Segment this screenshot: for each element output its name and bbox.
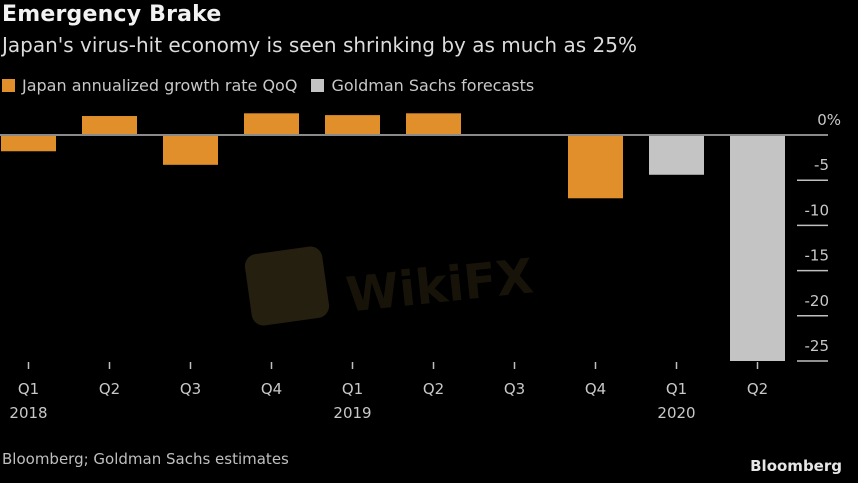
bar-q2-2018 bbox=[82, 116, 137, 135]
x-tick-label-quarter: Q4 bbox=[585, 380, 606, 398]
x-tick-label-year: 2020 bbox=[657, 404, 695, 422]
bar-q4-2018 bbox=[244, 113, 299, 135]
bar-q1-2020 bbox=[649, 135, 704, 175]
x-tick-label-quarter: Q3 bbox=[180, 380, 201, 398]
bars-group bbox=[1, 113, 785, 361]
x-tick-label-quarter: Q2 bbox=[99, 380, 120, 398]
legend-item-japan: Japan annualized growth rate QoQ bbox=[2, 76, 297, 95]
bar-q1-2019 bbox=[325, 115, 380, 135]
chart-subtitle: Japan's virus-hit economy is seen shrink… bbox=[2, 33, 637, 57]
chart-title: Emergency Brake bbox=[2, 2, 222, 27]
y-tick-label: -5 bbox=[814, 156, 829, 174]
legend-swatch-goldman bbox=[311, 79, 325, 92]
y-tick-label: -25 bbox=[805, 337, 830, 355]
x-tick-label-quarter: Q2 bbox=[747, 380, 768, 398]
x-tick-label-quarter: Q3 bbox=[504, 380, 525, 398]
legend-label-japan: Japan annualized growth rate QoQ bbox=[22, 76, 298, 95]
bar-q3-2018 bbox=[163, 135, 218, 165]
legend-swatch-japan bbox=[2, 79, 15, 92]
legend: Japan annualized growth rate QoQ Goldman… bbox=[2, 76, 548, 95]
source-note: Bloomberg; Goldman Sachs estimates bbox=[2, 450, 289, 468]
y-tick-label: 0% bbox=[817, 111, 841, 129]
bar-q1-2018 bbox=[1, 135, 56, 152]
x-tick-label-quarter: Q1 bbox=[18, 380, 39, 398]
x-tick-label-year: 2019 bbox=[333, 404, 371, 422]
bar-q4-2019 bbox=[568, 135, 623, 199]
y-tick-label: -10 bbox=[805, 201, 830, 219]
y-axis: 0% -5 -10 -15 -20 -25 bbox=[797, 111, 841, 362]
legend-label-goldman: Goldman Sachs forecasts bbox=[331, 76, 535, 95]
legend-item-goldman: Goldman Sachs forecasts bbox=[311, 76, 534, 95]
x-tick-label-quarter: Q2 bbox=[423, 380, 444, 398]
x-tick-label-quarter: Q1 bbox=[666, 380, 687, 398]
x-tick-label-quarter: Q4 bbox=[261, 380, 282, 398]
bloomberg-logo: Bloomberg bbox=[750, 457, 842, 475]
x-tick-label-quarter: Q1 bbox=[342, 380, 363, 398]
y-tick-label: -15 bbox=[805, 247, 830, 265]
x-axis: Q1 2018 Q2 Q3 Q4 Q1 2019 Q2 Q3 Q4 Q1 2020 Q2 bbox=[9, 362, 768, 422]
y-tick-label: -20 bbox=[805, 292, 830, 310]
x-tick-label-year: 2018 bbox=[9, 404, 47, 422]
bar-q2-2020 bbox=[730, 135, 785, 361]
bar-q2-2019 bbox=[406, 113, 461, 135]
